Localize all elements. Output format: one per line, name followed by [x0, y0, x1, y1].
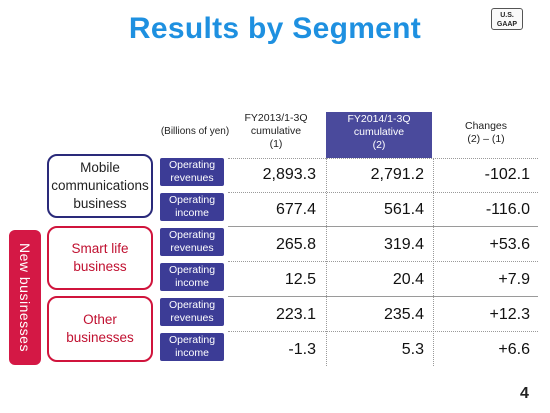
- row-label-line: Operating: [168, 264, 216, 276]
- table-cell: -116.0: [485, 201, 530, 218]
- table-cell: +7.9: [498, 271, 530, 288]
- badge-line2: GAAP: [496, 21, 518, 28]
- column-header-fy2014: FY2014/1-3Q cumulative (2): [326, 112, 432, 158]
- column-header-line: (2) – (1): [467, 133, 505, 145]
- column-divider: [326, 158, 327, 366]
- row-label-line: revenues: [170, 312, 214, 324]
- row-label-line: income: [175, 347, 209, 359]
- table-cell: 223.1: [275, 306, 316, 323]
- row-label-operating-income: Operating income: [160, 263, 224, 291]
- table-cell: 319.4: [383, 236, 424, 253]
- row-label-line: Operating: [168, 194, 216, 206]
- new-businesses-label: New businesses: [17, 243, 33, 352]
- row-label-line: income: [175, 207, 209, 219]
- segment-mobile: Mobile communications business: [47, 154, 153, 218]
- table-divider: [228, 192, 538, 193]
- segment-name-line: Other: [83, 312, 117, 327]
- segment-smart-life: Smart life business: [47, 226, 153, 290]
- row-label-operating-revenues: Operating revenues: [160, 158, 224, 186]
- table-cell: +53.6: [489, 236, 530, 253]
- column-header-line: cumulative: [250, 125, 302, 137]
- row-label-line: Operating: [168, 334, 216, 346]
- column-header-line: FY2013/1-3Q: [244, 112, 308, 124]
- column-header-line: Changes: [464, 120, 508, 132]
- row-label-line: Operating: [168, 229, 216, 241]
- table-cell: -1.3: [288, 341, 316, 358]
- badge-line1: U.S.: [500, 12, 514, 19]
- table-cell: 2,791.2: [370, 166, 424, 183]
- table-cell: 677.4: [275, 201, 316, 218]
- table-divider: [228, 331, 538, 332]
- segment-name-line: businesses: [66, 330, 134, 345]
- gaap-badge: U.S. GAAP: [491, 8, 523, 30]
- column-header-line: cumulative: [353, 126, 405, 138]
- segment-name-line: business: [73, 196, 127, 211]
- column-header-changes: Changes (2) – (1): [434, 120, 538, 164]
- row-label-operating-income: Operating income: [160, 193, 224, 221]
- column-header-line: FY2014/1-3Q: [347, 113, 411, 125]
- table-divider: [228, 296, 538, 297]
- table-cell: +12.3: [489, 306, 530, 323]
- row-label-line: revenues: [170, 242, 214, 254]
- column-header-line: (2): [372, 139, 386, 151]
- column-divider: [433, 158, 434, 366]
- segment-name-line: Smart life: [71, 241, 129, 256]
- table-divider: [228, 261, 538, 262]
- row-label-line: income: [175, 277, 209, 289]
- page-title: Results by Segment: [128, 12, 422, 45]
- new-businesses-band: New businesses: [9, 230, 41, 365]
- table-cell: 5.3: [401, 341, 424, 358]
- row-label-line: revenues: [170, 172, 214, 184]
- column-header-line: (1): [269, 138, 283, 150]
- table-cell: +6.6: [498, 341, 530, 358]
- table-cell: 265.8: [275, 236, 316, 253]
- segment-name-line: communications: [51, 178, 149, 193]
- row-label-line: Operating: [168, 159, 216, 171]
- table-divider: [228, 226, 538, 227]
- segment-name-line: Mobile: [80, 160, 120, 175]
- units-label: (Billions of yen): [160, 126, 230, 137]
- table-cell: 235.4: [383, 306, 424, 323]
- row-label-operating-income: Operating income: [160, 333, 224, 361]
- column-header-fy2013: FY2013/1-3Q cumulative (1): [228, 112, 324, 156]
- table-cell: 12.5: [284, 271, 316, 288]
- table-cell: 20.4: [392, 271, 424, 288]
- table-cell: 2,893.3: [262, 166, 316, 183]
- row-label-operating-revenues: Operating revenues: [160, 298, 224, 326]
- row-label-line: Operating: [168, 299, 216, 311]
- segment-other: Other businesses: [47, 296, 153, 362]
- page-number: 4: [520, 385, 529, 402]
- segment-name-line: business: [73, 259, 127, 274]
- table-cell: -102.1: [484, 166, 530, 183]
- table-cell: 561.4: [383, 201, 424, 218]
- row-label-operating-revenues: Operating revenues: [160, 228, 224, 256]
- table-divider: [228, 158, 538, 159]
